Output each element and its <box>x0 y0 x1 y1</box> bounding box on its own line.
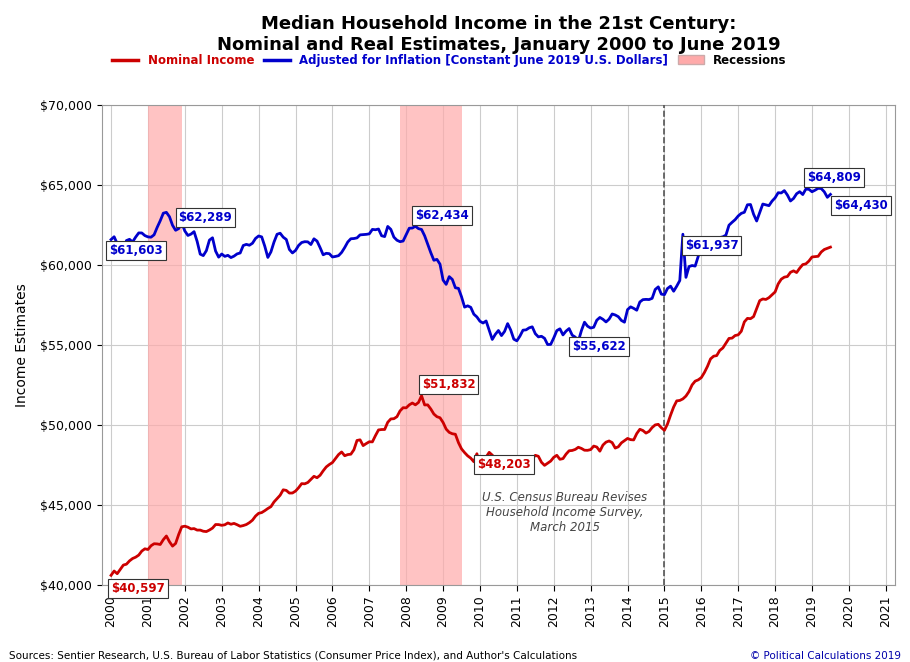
Text: $64,809: $64,809 <box>807 171 861 183</box>
Text: Sources: Sentier Research, U.S. Bureau of Labor Statistics (Consumer Price Index: Sources: Sentier Research, U.S. Bureau o… <box>9 651 577 661</box>
Text: $61,937: $61,937 <box>684 239 738 252</box>
Text: $62,289: $62,289 <box>178 211 232 224</box>
Text: $61,603: $61,603 <box>109 244 163 258</box>
Text: $64,430: $64,430 <box>834 199 888 212</box>
Text: U.S. Census Bureau Revises
Household Income Survey,
March 2015: U.S. Census Bureau Revises Household Inc… <box>482 491 647 534</box>
Text: $48,203: $48,203 <box>477 458 531 471</box>
Title: Median Household Income in the 21st Century:
Nominal and Real Estimates, January: Median Household Income in the 21st Cent… <box>217 15 780 54</box>
Y-axis label: Income Estimates: Income Estimates <box>15 283 29 407</box>
Text: © Political Calculations 2019: © Political Calculations 2019 <box>750 651 901 661</box>
Text: $55,622: $55,622 <box>572 340 626 353</box>
Bar <box>148 105 182 585</box>
Bar <box>399 105 461 585</box>
Text: $51,832: $51,832 <box>421 378 475 391</box>
Text: $62,434: $62,434 <box>415 209 470 222</box>
Legend: Nominal Income, Adjusted for Inflation [Constant June 2019 U.S. Dollars], Recess: Nominal Income, Adjusted for Inflation [… <box>107 49 791 71</box>
Text: $40,597: $40,597 <box>111 582 165 594</box>
